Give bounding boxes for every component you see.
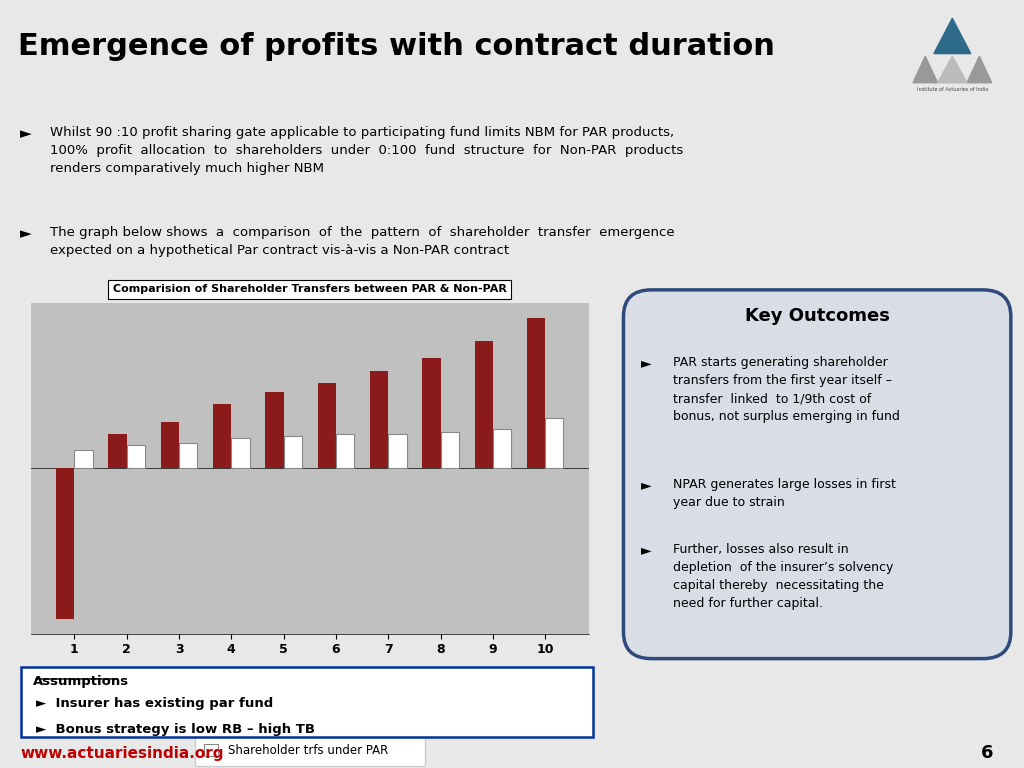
Polygon shape: [913, 56, 938, 83]
Bar: [56, 468, 75, 618]
Text: ►  Bonus strategy is low RB – high TB: ► Bonus strategy is low RB – high TB: [36, 723, 314, 736]
Bar: [231, 439, 250, 468]
Bar: [127, 445, 145, 468]
Bar: [213, 404, 231, 468]
Bar: [422, 358, 440, 468]
Bar: [388, 434, 407, 468]
Bar: [161, 422, 179, 468]
Text: Whilst 90 :10 profit sharing gate applicable to participating fund limits NBM fo: Whilst 90 :10 profit sharing gate applic…: [50, 126, 683, 175]
Bar: [370, 372, 388, 468]
Title: Comparision of Shareholder Transfers between PAR & Non-PAR: Comparision of Shareholder Transfers bet…: [113, 284, 507, 294]
Bar: [265, 392, 284, 468]
Bar: [109, 434, 127, 468]
Bar: [336, 434, 354, 468]
Text: ►: ►: [641, 543, 652, 557]
Text: 6: 6: [981, 744, 993, 763]
Bar: [526, 319, 545, 468]
Polygon shape: [938, 56, 967, 83]
Text: NPAR generates large losses in first
year due to strain: NPAR generates large losses in first yea…: [674, 478, 896, 509]
Bar: [440, 432, 459, 468]
Bar: [545, 418, 563, 468]
Bar: [284, 436, 302, 468]
Text: ►  Insurer has existing par fund: ► Insurer has existing par fund: [36, 697, 273, 710]
Text: ►: ►: [641, 356, 652, 370]
Legend: Shareholder trfs under Non-PAR, Shareholder trfs under PAR: Shareholder trfs under Non-PAR, Sharehol…: [195, 716, 425, 766]
Text: ►: ►: [20, 126, 32, 141]
Bar: [75, 450, 93, 468]
Text: ►: ►: [641, 478, 652, 492]
Text: PAR starts generating shareholder
transfers from the first year itself –
transfe: PAR starts generating shareholder transf…: [674, 356, 900, 423]
Polygon shape: [934, 18, 971, 54]
Text: Assumptions: Assumptions: [33, 674, 129, 687]
FancyBboxPatch shape: [624, 290, 1011, 659]
FancyBboxPatch shape: [22, 667, 593, 737]
Bar: [317, 383, 336, 468]
Polygon shape: [967, 56, 991, 83]
Bar: [493, 429, 511, 468]
Bar: [474, 342, 493, 468]
Text: www.actuariesindia.org: www.actuariesindia.org: [20, 746, 224, 761]
Text: ►: ►: [20, 226, 32, 241]
Text: Key Outcomes: Key Outcomes: [744, 307, 890, 325]
Bar: [179, 443, 198, 468]
Text: Institute of Actuaries of India: Institute of Actuaries of India: [916, 88, 988, 92]
Text: Further, losses also result in
depletion  of the insurer’s solvency
capital ther: Further, losses also result in depletion…: [674, 543, 894, 610]
Text: Emergence of profits with contract duration: Emergence of profits with contract durat…: [17, 31, 775, 61]
Text: The graph below shows  a  comparison  of  the  pattern  of  shareholder  transfe: The graph below shows a comparison of th…: [50, 226, 675, 257]
